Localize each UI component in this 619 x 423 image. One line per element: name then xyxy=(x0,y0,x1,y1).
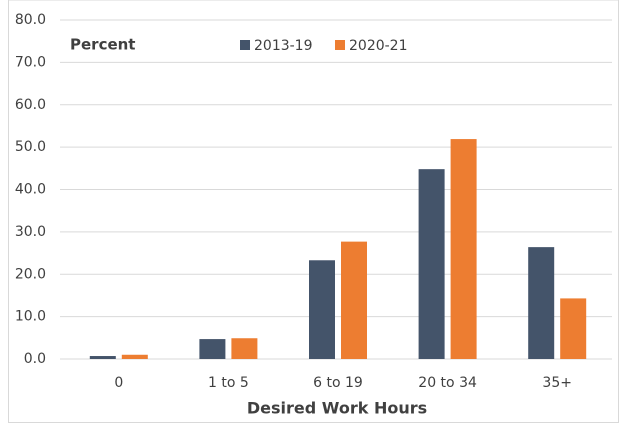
legend-label: 2020-21 xyxy=(349,38,408,54)
x-tick-label: 6 to 19 xyxy=(313,375,363,391)
x-axis-label: Desired Work Hours xyxy=(247,399,427,418)
y-axis-label: Percent xyxy=(70,36,135,54)
x-tick-label: 35+ xyxy=(542,375,572,391)
bar xyxy=(528,247,555,359)
bar xyxy=(450,139,477,359)
y-tick-label: 70.0 xyxy=(15,54,46,70)
y-tick-label: 0.0 xyxy=(24,351,46,367)
y-tick-label: 60.0 xyxy=(15,97,46,113)
bar xyxy=(199,339,226,359)
x-tick-label: 0 xyxy=(114,375,123,391)
y-tick-label: 20.0 xyxy=(15,266,46,282)
y-tick-label: 30.0 xyxy=(15,224,46,240)
y-tick-label: 80.0 xyxy=(15,12,46,28)
y-tick-label: 10.0 xyxy=(15,309,46,325)
x-tick-label: 1 to 5 xyxy=(208,375,249,391)
bar xyxy=(121,354,148,359)
x-tick-label: 20 to 34 xyxy=(418,375,477,391)
bar xyxy=(89,356,116,359)
y-tick-label: 50.0 xyxy=(15,139,46,155)
bar xyxy=(560,298,587,359)
bar xyxy=(309,260,335,359)
legend-swatch xyxy=(240,40,250,50)
bar xyxy=(231,338,258,359)
legend-label: 2013-19 xyxy=(254,38,313,54)
y-tick-label: 40.0 xyxy=(15,182,46,198)
legend-swatch xyxy=(335,40,345,50)
bar xyxy=(418,169,445,359)
bar xyxy=(341,241,367,359)
